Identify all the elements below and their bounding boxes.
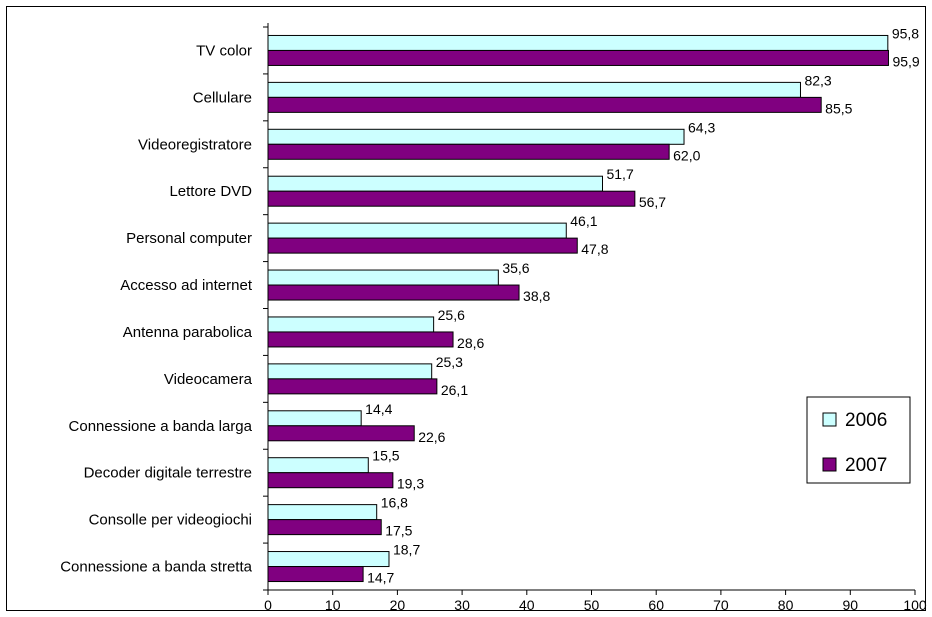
bar-2006 xyxy=(267,457,369,474)
data-label-2006: 18,7 xyxy=(393,542,420,558)
x-tick-label: 100 xyxy=(903,597,927,613)
data-label-2007: 56,7 xyxy=(639,194,666,210)
legend: 2006 2007 xyxy=(806,396,911,484)
axes-group: 0 10 20 30 40 50 60 70 80 90 100 xyxy=(263,23,927,613)
data-label-2006: 64,3 xyxy=(688,119,715,135)
bar-2006 xyxy=(267,222,567,239)
data-label-2006: 16,8 xyxy=(381,495,408,511)
data-label-2007: 14,7 xyxy=(367,570,394,586)
data-label-2006: 82,3 xyxy=(804,72,831,88)
data-label-2006: 51,7 xyxy=(606,166,633,182)
bar-2006 xyxy=(267,551,390,568)
category-label: Consolle per videogiochi xyxy=(89,512,252,529)
data-label-2007: 26,1 xyxy=(441,382,468,398)
bar-2006 xyxy=(267,81,801,98)
data-label-2006: 35,6 xyxy=(502,260,529,276)
x-tick-label: 90 xyxy=(843,597,859,613)
category-label: Decoder digitale terrestre xyxy=(84,465,252,482)
x-tick-label: 20 xyxy=(390,597,406,613)
bar-2007 xyxy=(267,284,520,301)
data-label-2007: 62,0 xyxy=(673,147,700,163)
bar-2006 xyxy=(267,504,378,521)
data-label-2007: 22,6 xyxy=(418,429,445,445)
bar-2007 xyxy=(267,190,636,207)
x-tick-label: 30 xyxy=(454,597,470,613)
category-label: TV color xyxy=(196,42,252,59)
x-tick-label: 40 xyxy=(519,597,535,613)
data-label-2007: 47,8 xyxy=(581,241,608,257)
category-label: Videoregistratore xyxy=(138,136,252,153)
data-label-2006: 95,8 xyxy=(892,25,919,41)
data-label-2007: 17,5 xyxy=(385,523,412,539)
bar-2007 xyxy=(267,519,382,536)
bars-group xyxy=(267,34,889,583)
labels-group: TV color 95,8 95,9 Cellulare 82,3 85,5 Videore… xyxy=(60,25,920,585)
category-label: Connessione a banda stretta xyxy=(60,559,252,576)
bar-2006 xyxy=(267,363,433,380)
legend-swatch-2007 xyxy=(822,457,837,472)
data-label-2007: 28,6 xyxy=(457,335,484,351)
legend-label-2006: 2006 xyxy=(845,410,887,431)
data-label-2007: 95,9 xyxy=(892,53,919,69)
category-label: Cellulare xyxy=(193,89,252,106)
bar-2006 xyxy=(267,175,603,192)
data-label-2007: 38,8 xyxy=(523,288,550,304)
data-label-2006: 25,3 xyxy=(436,354,463,370)
bar-2006 xyxy=(267,316,435,333)
bar-2007 xyxy=(267,566,364,583)
bar-2006 xyxy=(267,410,362,427)
bar-2006 xyxy=(267,128,685,145)
data-label-2006: 14,4 xyxy=(365,401,392,417)
category-label: Personal computer xyxy=(126,230,252,247)
bar-2007 xyxy=(267,425,415,442)
x-tick-label: 80 xyxy=(778,597,794,613)
bar-2006 xyxy=(267,34,889,51)
bar-2007 xyxy=(267,143,670,160)
category-label: Accesso ad internet xyxy=(120,277,253,294)
bar-2007 xyxy=(267,237,578,254)
bar-2006 xyxy=(267,269,499,286)
category-label: Connessione a banda larga xyxy=(69,418,253,435)
bar-2007 xyxy=(267,472,394,489)
x-tick-label: 0 xyxy=(264,597,272,613)
bar-2007 xyxy=(267,378,438,395)
x-tick-label: 50 xyxy=(584,597,600,613)
x-tick-label: 10 xyxy=(325,597,341,613)
category-label: Videocamera xyxy=(164,371,253,388)
data-label-2006: 15,5 xyxy=(372,448,399,464)
bar-2007 xyxy=(267,96,822,113)
legend-swatch-2006 xyxy=(822,412,837,427)
bar-2007 xyxy=(267,331,454,348)
category-label: Antenna parabolica xyxy=(123,324,253,341)
bar-2007 xyxy=(267,49,889,66)
data-label-2006: 25,6 xyxy=(438,307,465,323)
data-label-2007: 19,3 xyxy=(397,476,424,492)
legend-label-2007: 2007 xyxy=(845,455,887,476)
category-label: Lettore DVD xyxy=(169,183,252,200)
data-label-2006: 46,1 xyxy=(570,213,597,229)
x-tick-label: 70 xyxy=(713,597,729,613)
x-tick-label: 60 xyxy=(648,597,664,613)
data-label-2007: 85,5 xyxy=(825,100,852,116)
